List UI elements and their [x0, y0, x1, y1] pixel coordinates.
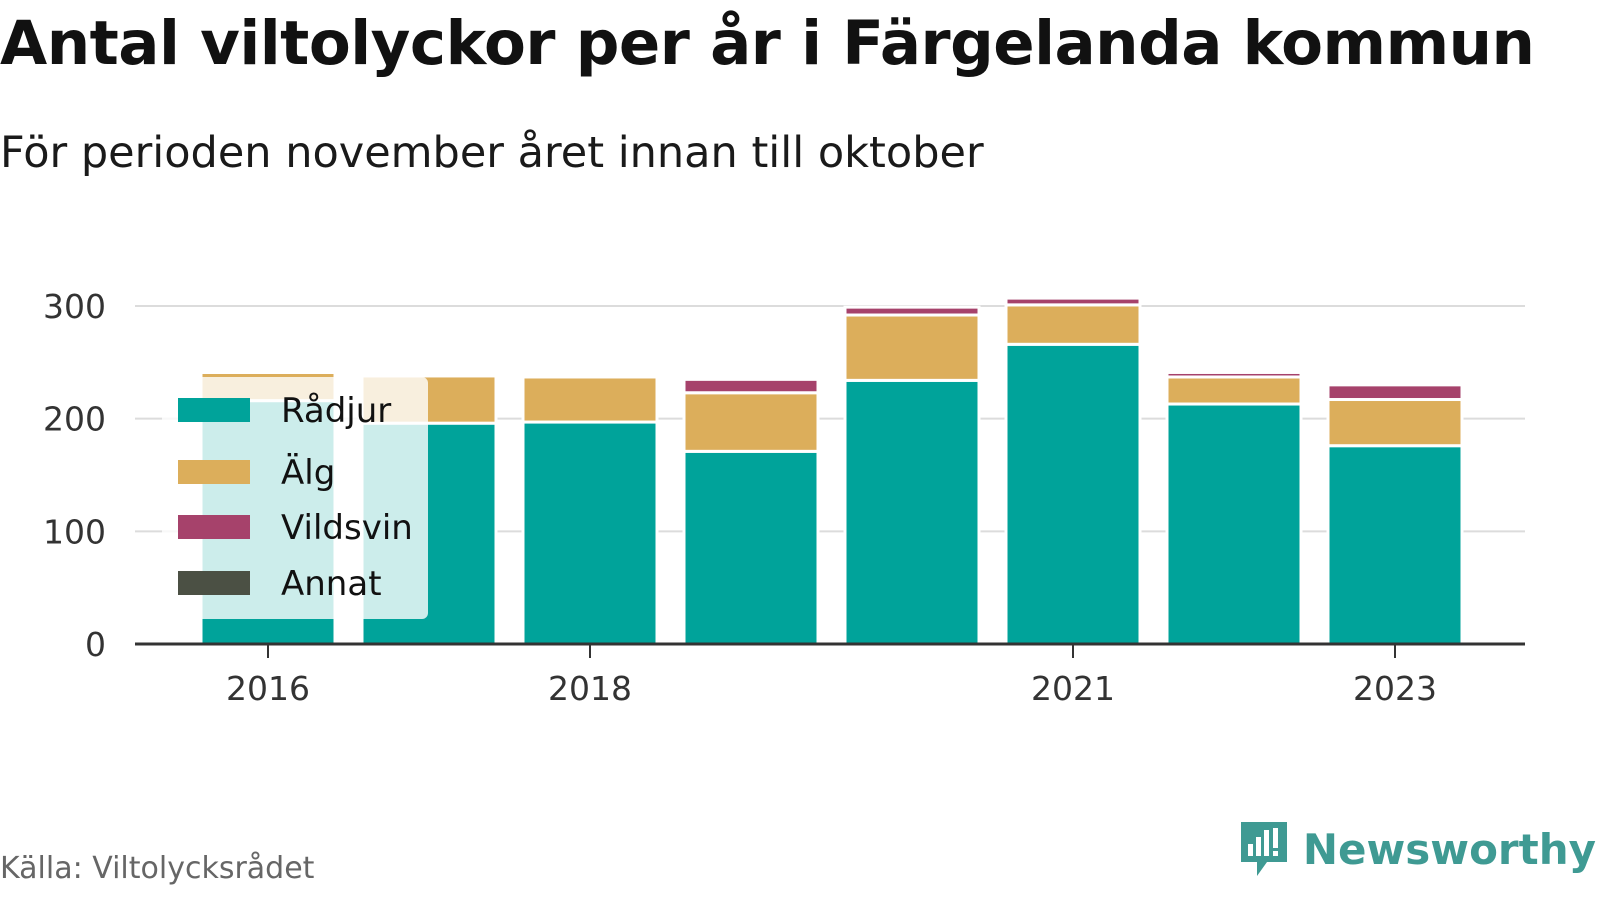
legend-label: Älg — [281, 453, 335, 493]
legend-background — [162, 377, 428, 619]
chart-title: Antal viltolyckor per år i Färgelanda ko… — [0, 8, 1535, 79]
bar-segment-2020-Vildsvin — [843, 305, 981, 317]
x-tick-label: 2016 — [226, 669, 310, 708]
bar-segment-2019-Vildsvin — [682, 377, 820, 395]
brand-logo: Newsworthy — [1237, 820, 1596, 878]
legend-swatch-Annat — [178, 571, 250, 595]
bar-segment-2018-Älg — [521, 375, 659, 424]
legend-label: Rådjur — [281, 391, 391, 431]
legend: Rådjur Älg Vildsvin Annat — [162, 377, 428, 619]
legend-swatch-Älg — [178, 460, 250, 484]
bar-segment-2016-Vildsvin — [199, 368, 337, 374]
x-tick-label: 2023 — [1353, 669, 1437, 708]
bar-segment-2023-Vildsvin — [1326, 383, 1464, 402]
bar-segment-2019-Annat — [682, 376, 820, 381]
y-tick-label: 300 — [43, 287, 106, 326]
bar-segment-2020-Älg — [843, 313, 981, 382]
bar-segment-2020-Rådjur — [843, 378, 981, 646]
bar-segment-2017-Vildsvin — [360, 372, 498, 378]
legend-label: Vildsvin — [281, 508, 413, 548]
newsworthy-logo-icon — [1240, 822, 1287, 876]
bar-segment-2019-Älg — [682, 391, 820, 453]
bar-segment-2021-Rådjur — [1004, 342, 1142, 646]
x-tick-label: 2021 — [1031, 669, 1115, 708]
bar-segment-2022-Älg — [1165, 375, 1303, 406]
bar-segment-2022-Rådjur — [1165, 402, 1303, 646]
bar-segment-2019-Rådjur — [682, 449, 820, 646]
y-tick-label: 100 — [43, 512, 106, 551]
x-axis-ticks: 2016 2018 2021 2023 — [226, 644, 1437, 708]
bar-segment-2021-Älg — [1004, 303, 1142, 346]
bar-segment-2023-Älg — [1326, 398, 1464, 448]
legend-label: Annat — [281, 564, 382, 604]
chart-subtitle: För perioden november året innan till ok… — [0, 128, 984, 178]
bar-segment-2021-Vildsvin — [1004, 296, 1142, 307]
source-note: Källa: Viltolycksrådet — [0, 851, 315, 886]
bar-segment-2023-Rådjur — [1326, 444, 1464, 646]
bar-segment-2022-Vildsvin — [1165, 370, 1303, 379]
legend-swatch-Vildsvin — [178, 515, 250, 539]
y-tick-label: 0 — [85, 625, 106, 664]
brand-name: Newsworthy — [1302, 824, 1596, 874]
y-tick-label: 200 — [43, 400, 106, 439]
bar-segment-2018-Rådjur — [521, 420, 659, 646]
legend-swatch-Rådjur — [178, 398, 250, 422]
y-axis-ticks: 0 100 200 300 — [43, 287, 106, 664]
x-tick-label: 2018 — [548, 669, 632, 708]
